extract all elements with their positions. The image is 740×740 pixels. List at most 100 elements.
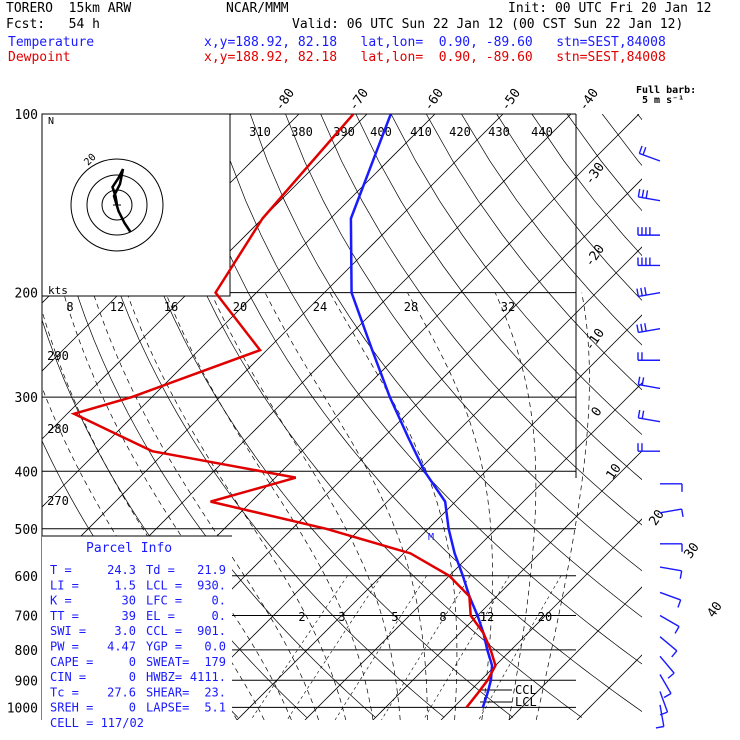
wind-barb-staff <box>659 566 682 572</box>
wind-barb <box>637 352 660 361</box>
wind-barb-flag <box>671 650 678 658</box>
theta-label: 430 <box>488 125 510 139</box>
parcel-field-value-2: 901. <box>197 624 226 638</box>
wind-barb-staff <box>659 508 682 514</box>
hodograph-ring <box>86 174 148 236</box>
wind-barb-flag <box>638 145 643 154</box>
parcel-field-name: CIN = <box>50 670 86 684</box>
pressure-label: 600 <box>15 570 38 585</box>
parcel-field-value-2: 5.1 <box>204 701 226 715</box>
isotherm-right-label: 0 <box>589 404 606 419</box>
model-title: TORERO 15km ARW <box>6 1 132 16</box>
parcel-field-value-2: 0. <box>212 594 226 608</box>
wind-barb <box>659 508 684 518</box>
parcel-field-value-2: 4111. <box>190 670 226 684</box>
inset-unit-label: kts <box>48 284 68 297</box>
wind-barb-staff <box>659 655 675 674</box>
wind-barb-flag <box>640 287 643 296</box>
isotherm-right-label: 30 <box>681 540 702 561</box>
dry-adiabat-line <box>425 114 642 391</box>
dewpoint-profile <box>70 114 497 709</box>
moist-adiabat-line <box>494 292 537 720</box>
theta-label: 390 <box>333 125 355 139</box>
hodograph-ring <box>70 158 164 252</box>
isotherm-right-label: 20 <box>646 507 667 528</box>
parcel-field-name-2: SWEAT= <box>146 655 189 669</box>
moist-adiabat-line <box>407 292 493 720</box>
mixing-ratio-label: 8 <box>439 610 446 624</box>
dry-adiabat-line <box>249 114 642 618</box>
isotherm-top-label: -60 <box>421 86 447 114</box>
wind-barb-staff <box>659 591 681 601</box>
parcel-field-value: 27.6 <box>107 685 136 699</box>
isotherm-line <box>508 586 642 720</box>
init-time: Init: 00 UTC Fri 20 Jan 12 <box>508 1 712 16</box>
wind-barb <box>637 257 660 267</box>
wind-barb-flag <box>637 188 641 198</box>
parcel-field-value: 24.3 <box>107 563 136 577</box>
isotherm-top-label: -70 <box>346 86 372 114</box>
parcel-field-name-2: LFC = <box>146 594 182 608</box>
dry-adiabat-line <box>320 114 642 526</box>
pressure-label: 700 <box>15 610 38 625</box>
parcel-field-name: T = <box>50 563 72 577</box>
wind-barb-staff <box>659 704 665 727</box>
wind-barb-staff <box>638 196 661 202</box>
pressure-label: 400 <box>15 465 38 480</box>
wind-barb <box>659 674 672 699</box>
isotherm-right-label: -20 <box>582 242 608 270</box>
parcel-field-value: 3.0 <box>114 624 136 638</box>
inset-axis-label: 32 <box>501 300 515 314</box>
dry-adiabat-line <box>285 114 642 572</box>
isotherm-line <box>168 246 642 720</box>
isotherm-line <box>440 518 642 720</box>
parcel-field-name-2: CCL = <box>146 624 182 638</box>
parcel-field-name: SWI = <box>50 624 86 638</box>
wind-barb-staff <box>639 152 661 162</box>
pressure-label: 300 <box>15 391 38 406</box>
pressure-label: 100 <box>15 108 38 123</box>
parcel-info-box <box>42 536 232 720</box>
dry-adiabat-line <box>109 114 514 718</box>
wind-barb-flag <box>680 508 684 518</box>
parcel-field-name-2: EL = <box>146 609 175 623</box>
wind-barb-flag <box>642 147 647 156</box>
wind-barb <box>660 543 683 552</box>
parcel-field-value: 30 <box>122 594 136 608</box>
dry-adiabat-line <box>0 114 32 718</box>
isotherm-line <box>42 114 436 508</box>
wind-barb-staff <box>659 636 678 652</box>
theta-label: 310 <box>249 125 271 139</box>
wind-barb <box>637 227 660 236</box>
parcel-field-value: 4.47 <box>107 640 136 654</box>
moist-adiabat-line <box>165 292 374 720</box>
wind-barb <box>659 566 683 579</box>
parcel-field-value-2: 21.9 <box>197 563 226 577</box>
mixing-ratio-label: 2 <box>298 610 305 624</box>
parcel-field-value-2: 0.0 <box>204 640 226 654</box>
parcel-field-name-2: YGP = <box>146 640 182 654</box>
mixing-ratio-line <box>286 575 382 720</box>
isotherm-line <box>372 450 642 720</box>
theta-label: 440 <box>531 125 553 139</box>
wind-barb <box>659 591 682 608</box>
dry-adiabat-line <box>496 114 642 301</box>
mixing-ratio-label: 20 <box>538 610 552 624</box>
wind-barb-flag <box>645 190 649 199</box>
forecast-hour: Fcst: 54 h <box>6 17 100 32</box>
wind-barb-flag <box>637 409 641 419</box>
mixing-ratio-label: 3 <box>338 610 345 624</box>
pressure-label: 1000 <box>7 701 38 716</box>
wind-barb <box>637 409 661 423</box>
dry-adiabat-line <box>355 114 642 481</box>
wind-barb-flag <box>636 288 640 297</box>
isotherm-line <box>645 114 740 720</box>
isotherm-right-label: 40 <box>704 599 725 620</box>
isotherm-right-label: 10 <box>603 461 624 482</box>
wind-barb-flag <box>644 287 647 296</box>
dry-adiabat-line <box>601 114 642 167</box>
isotherm-line <box>236 314 642 720</box>
lcl-label: LCL <box>515 695 537 709</box>
parcel-field-value: 39 <box>122 609 136 623</box>
